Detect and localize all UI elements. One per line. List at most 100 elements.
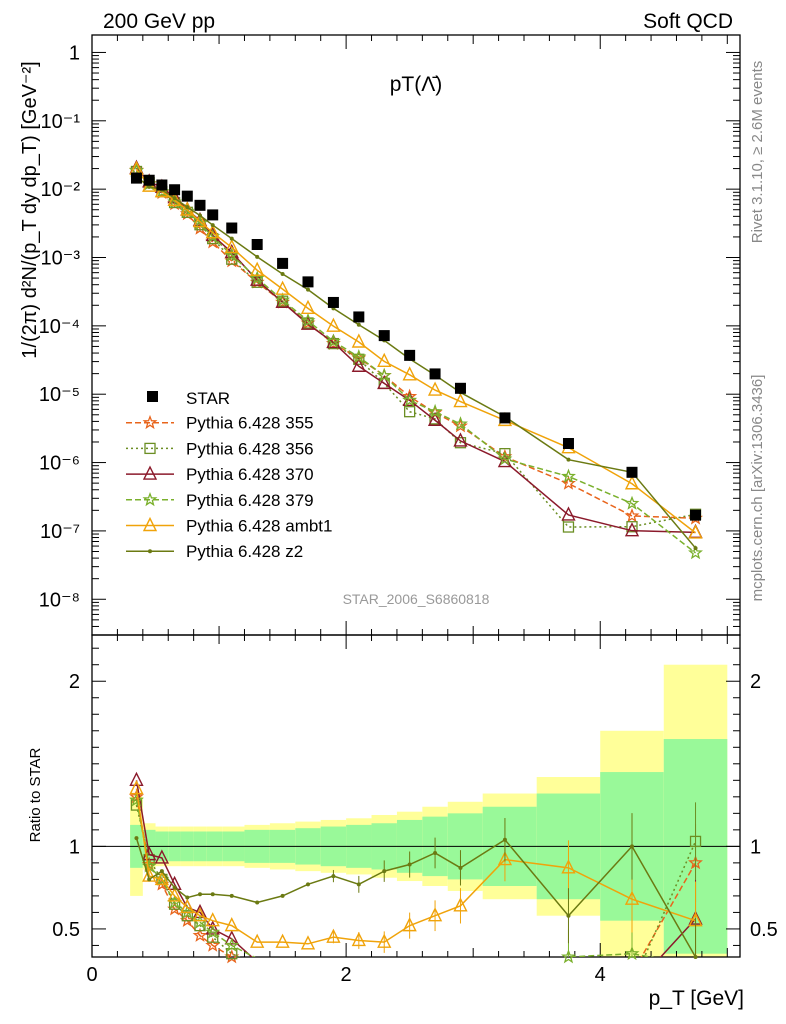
- ratio-tick-label-right: 0.5: [750, 919, 778, 941]
- triangle-marker: [326, 317, 341, 332]
- ratio-y-axis-label: Ratio to STAR: [27, 747, 44, 842]
- star-marker: [129, 792, 144, 807]
- triangle-marker: [377, 374, 392, 390]
- star-marker: [224, 937, 240, 952]
- star-marker: [300, 312, 316, 328]
- ratio-series-line: [135, 780, 697, 957]
- star-marker: [275, 292, 291, 307]
- triangle-marker: [402, 391, 417, 407]
- star-marker: [402, 392, 418, 407]
- star-marker: [453, 416, 468, 431]
- dot-marker: [693, 546, 698, 551]
- dot-marker: [566, 457, 571, 462]
- ratio-tick-label-left: 1: [69, 836, 80, 858]
- star-marker: [325, 335, 341, 351]
- legend-label: Pythia 6.428 356: [186, 439, 314, 458]
- triangle-marker: [453, 432, 468, 447]
- legend: STAR Pythia 6.428 355 Pythia 6.428 356 Pyth…: [126, 389, 332, 561]
- star-marker: [205, 924, 221, 939]
- triangle-marker: [154, 870, 170, 886]
- dot-marker: [147, 877, 152, 882]
- star-data-point: [454, 382, 466, 394]
- star-marker: [142, 414, 158, 430]
- star-marker: [624, 495, 640, 510]
- star-marker: [192, 927, 208, 942]
- square-marker: [168, 898, 181, 910]
- star-marker: [224, 949, 240, 964]
- triangle-marker: [250, 261, 265, 276]
- y-tick-label: 10⁻⁵: [39, 384, 80, 406]
- star-data-point: [353, 311, 365, 323]
- star-data-point: [130, 172, 142, 184]
- star-marker: [129, 788, 144, 804]
- axis-ticks: [91, 35, 740, 957]
- star-marker: [224, 252, 240, 268]
- star-marker: [224, 247, 240, 262]
- triangle-marker: [154, 183, 170, 198]
- triangle-marker: [192, 212, 208, 228]
- y-axis-label: 1/(2π) d²N/(p_T dy dp_T) [GeV⁻²]: [19, 61, 41, 358]
- square-marker: [144, 442, 156, 455]
- dot-marker: [255, 254, 260, 259]
- triangle-marker: [129, 771, 144, 787]
- dot-marker: [159, 869, 164, 874]
- triangle-marker: [427, 381, 443, 396]
- square-marker: [130, 799, 143, 811]
- dot-marker: [198, 892, 202, 897]
- dot-marker: [210, 892, 215, 897]
- star-marker: [249, 270, 265, 285]
- star-data-point: [207, 209, 219, 221]
- triangle-marker: [300, 935, 316, 950]
- ratio-series-line: [135, 788, 696, 945]
- star-marker: [402, 388, 418, 403]
- star-data-point: [302, 276, 314, 288]
- square-marker: [353, 353, 365, 365]
- triangle-marker: [275, 933, 290, 948]
- dot-marker: [185, 205, 190, 210]
- ratio-uncertainty-bands: [130, 664, 728, 957]
- star-marker: [688, 545, 703, 560]
- star-data-point: [169, 184, 181, 196]
- triangle-marker: [377, 352, 392, 368]
- x-axis-label: p_T [GeV]: [649, 987, 744, 1010]
- ratio-series-line: [135, 799, 655, 957]
- dot-marker: [172, 196, 177, 201]
- triangle-marker: [129, 780, 144, 795]
- x-tick-label: 0: [86, 964, 97, 986]
- star-data-point: [378, 330, 390, 342]
- dot-marker: [210, 223, 215, 228]
- star-marker: [561, 468, 576, 483]
- tick-labels: 0 2 4 1 10⁻¹ 10⁻² 10⁻³ 10⁻⁴ 10⁻⁵ 10⁻⁶ 10⁻⁷ 10⁻⁸ 0.5 0…: [39, 42, 778, 986]
- x-tick-label: 2: [341, 964, 352, 986]
- y-tick-label: 10⁻⁴: [39, 316, 80, 338]
- triangle-marker: [300, 299, 316, 315]
- star-data-point: [562, 438, 574, 450]
- ratio-tick-label-right: 2: [750, 671, 761, 693]
- y-tick-label: 1: [69, 42, 80, 64]
- dot-marker: [229, 236, 234, 241]
- triangle-marker: [142, 516, 158, 532]
- dot-marker: [172, 885, 177, 890]
- star-marker: [179, 912, 195, 927]
- star-data-point: [327, 296, 339, 308]
- star-data-point: [626, 466, 638, 478]
- dot-marker: [229, 893, 234, 898]
- y-tick-label: 10⁻²: [41, 179, 81, 201]
- star-marker: [376, 367, 392, 382]
- y-tick-label: 10⁻⁷: [40, 521, 80, 543]
- triangle-marker: [205, 224, 220, 239]
- dot-marker: [255, 900, 260, 905]
- rivet-label: Rivet 3.1.10, ≥ 2.6M events: [749, 61, 766, 244]
- triangle-marker: [561, 506, 576, 521]
- square-marker: [626, 521, 638, 533]
- triangle-marker: [205, 920, 220, 935]
- dot-marker: [148, 549, 152, 554]
- star-data-point: [226, 222, 238, 234]
- dot-marker: [306, 287, 310, 292]
- triangle-marker: [250, 933, 265, 948]
- star-data-point: [277, 257, 289, 269]
- y-tick-label: 10⁻⁶: [39, 453, 80, 475]
- triangle-marker: [427, 411, 443, 426]
- star-marker: [351, 349, 367, 364]
